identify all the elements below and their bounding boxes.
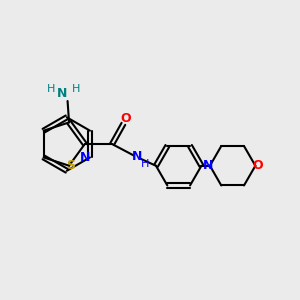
- Text: N: N: [132, 150, 142, 163]
- Text: N: N: [80, 151, 91, 164]
- Text: H: H: [71, 84, 80, 94]
- Text: H: H: [141, 159, 150, 169]
- Text: S: S: [66, 159, 75, 172]
- Text: O: O: [252, 159, 263, 172]
- Text: H: H: [47, 84, 56, 94]
- Text: O: O: [121, 112, 131, 125]
- Text: N: N: [57, 87, 68, 100]
- Text: N: N: [203, 159, 214, 172]
